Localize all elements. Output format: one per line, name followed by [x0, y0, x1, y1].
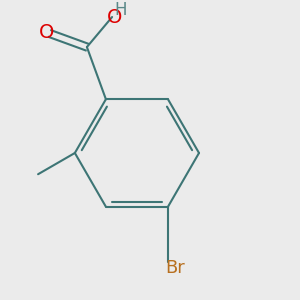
- Text: Br: Br: [165, 259, 185, 277]
- Text: O: O: [38, 22, 54, 41]
- Text: O: O: [107, 8, 122, 26]
- Text: H: H: [114, 1, 127, 19]
